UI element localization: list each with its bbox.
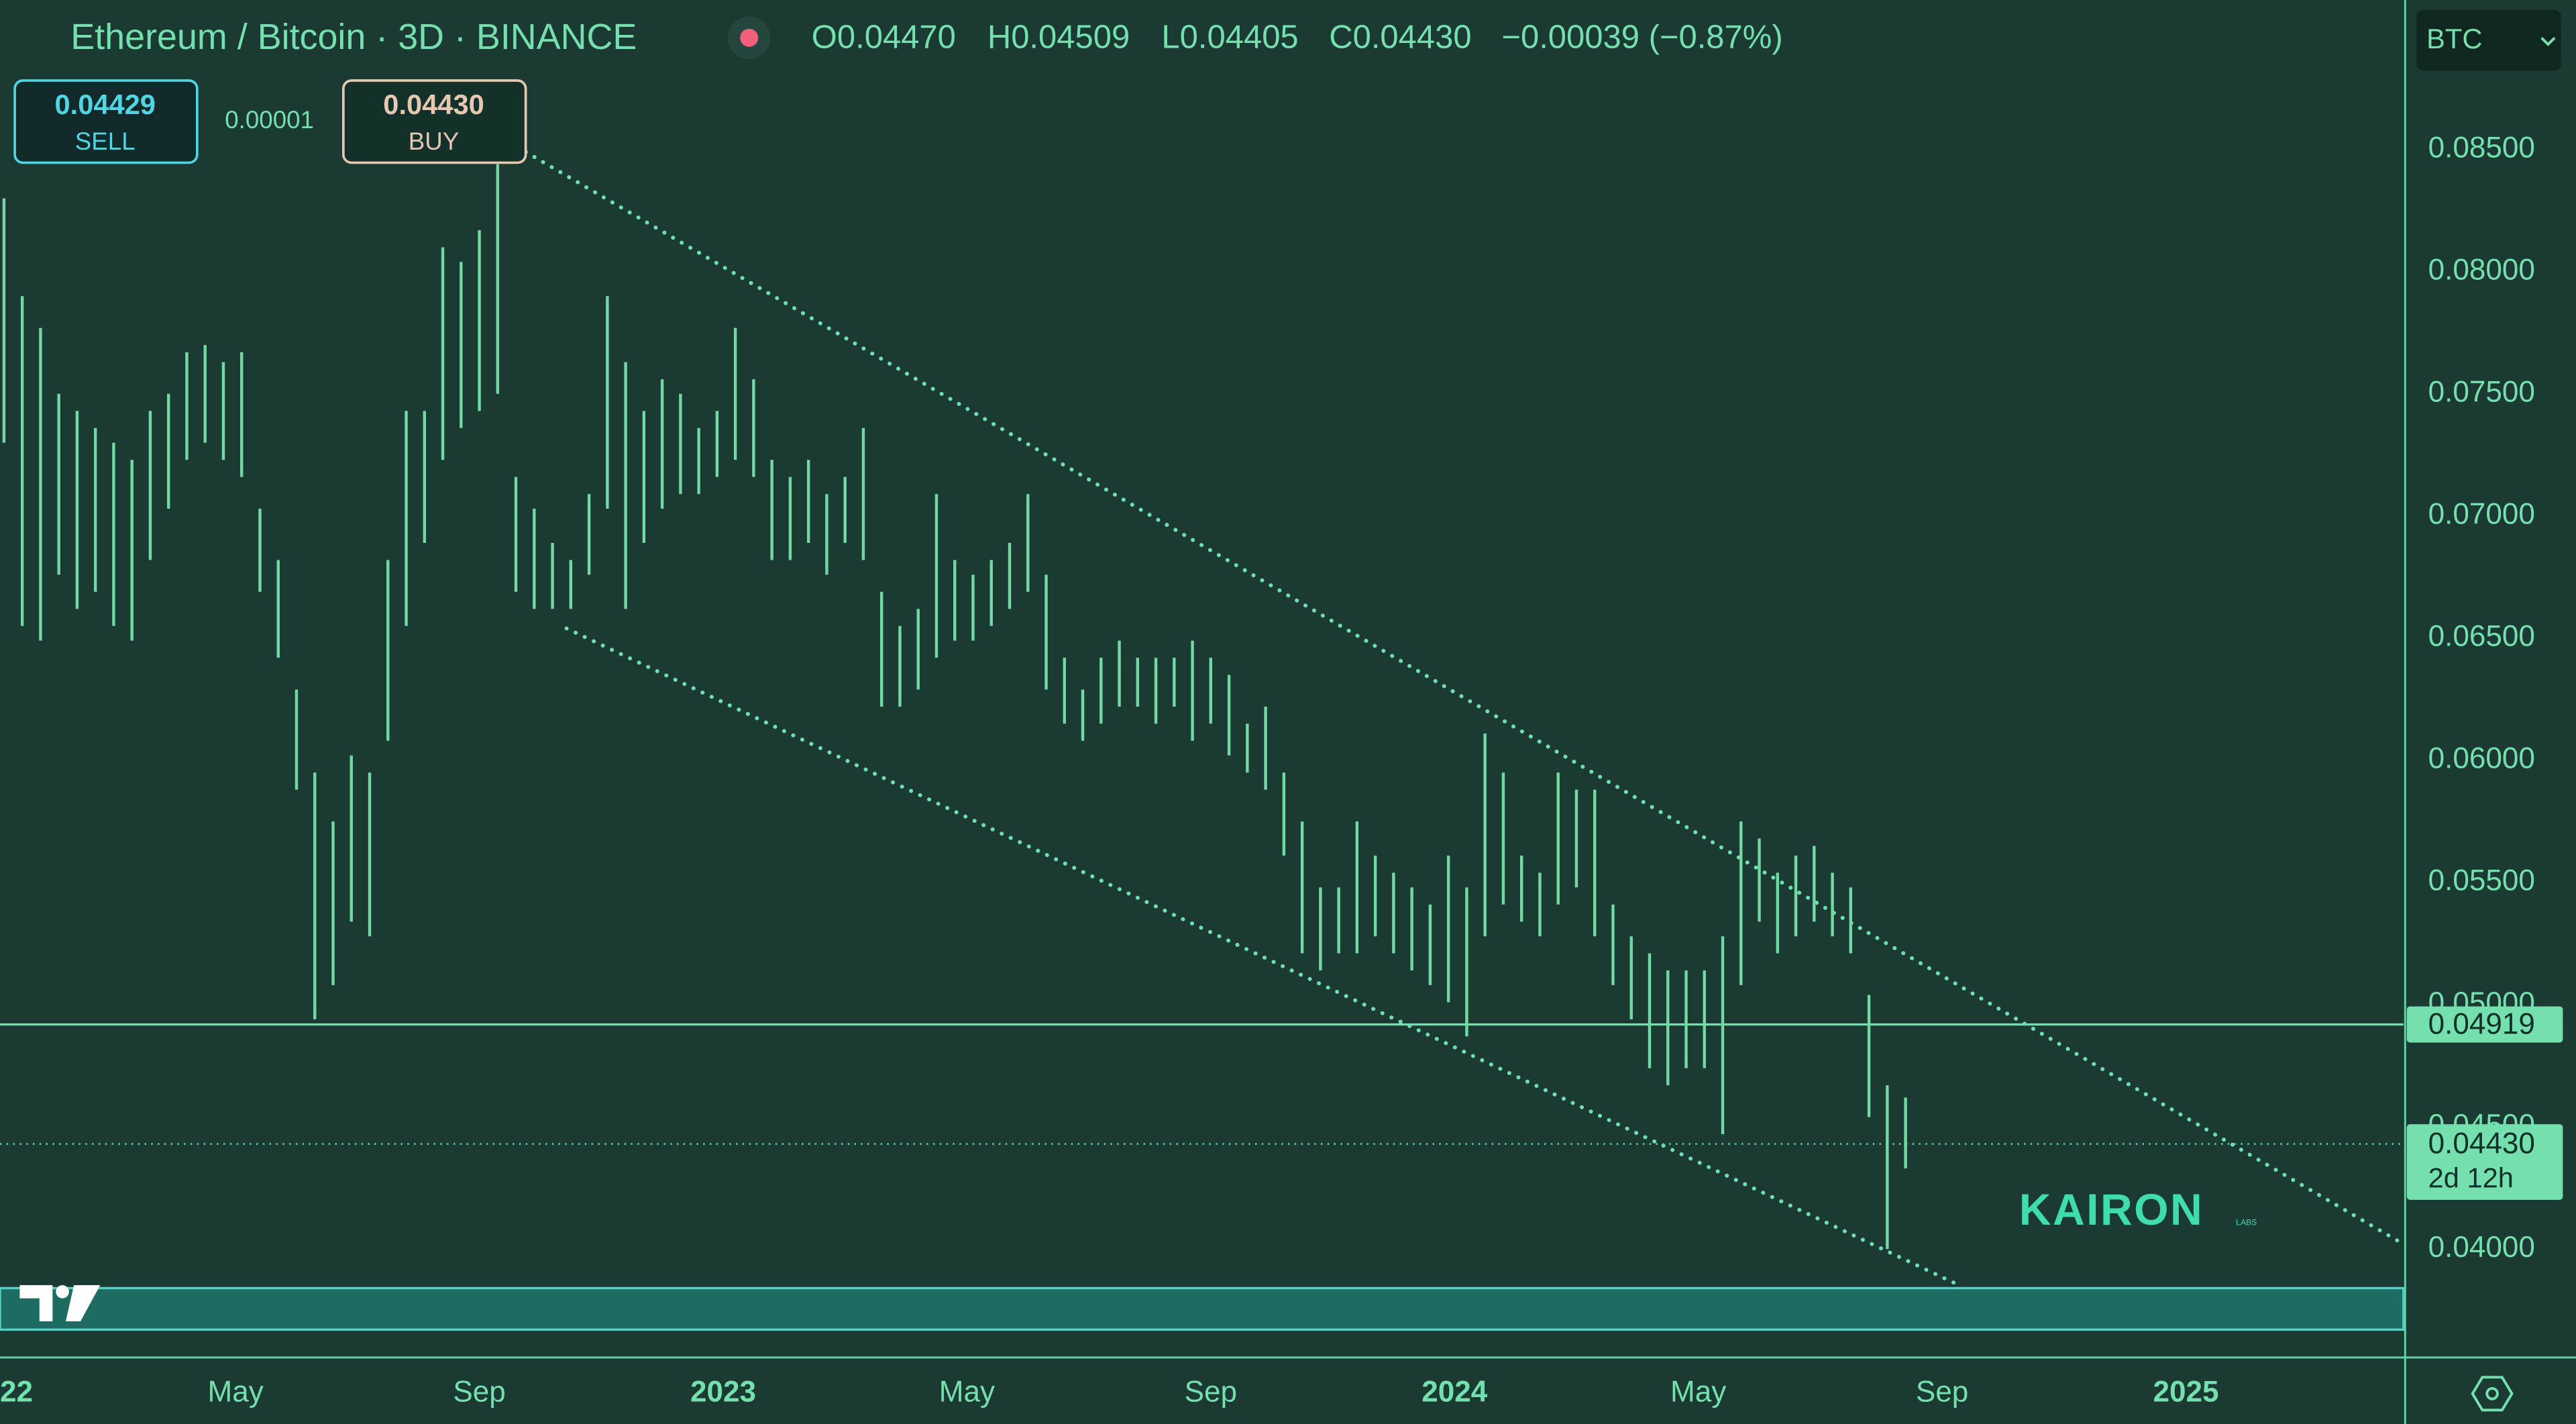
logo-part (19, 1285, 53, 1322)
currency-dropdown[interactable]: BTC (2416, 9, 2561, 71)
x-tick-label: 2024 (1421, 1375, 1488, 1408)
sell-price[interactable]: 0.04429 (55, 89, 156, 120)
settings-button[interactable] (2471, 1376, 2514, 1412)
logo-part (65, 1285, 101, 1322)
level-price-box (2406, 1006, 2563, 1043)
x-tick-label: Sep (453, 1375, 505, 1408)
sell-box[interactable] (13, 79, 199, 164)
chart-title: Ethereum / Bitcoin · 3D · BINANCE (70, 17, 637, 57)
sell-label[interactable]: SELL (75, 128, 136, 155)
x-tick-label: 2025 (2153, 1375, 2218, 1408)
dropdown-box[interactable] (2416, 9, 2561, 71)
last-price-label: 0.04430 (2428, 1127, 2535, 1160)
ohlc-high: H0.04509 (987, 19, 1130, 56)
ohlc-close: C0.04430 (1329, 19, 1471, 56)
y-tick-label: 0.06500 (2428, 620, 2535, 653)
settings-icon-center[interactable] (2485, 1386, 2499, 1401)
buy-price[interactable]: 0.04430 (383, 89, 484, 120)
overlay: 0.040000.045000.050000.055000.060000.065… (0, 131, 2563, 1408)
x-tick-label: May (939, 1375, 995, 1408)
chevron[interactable] (2540, 36, 2556, 46)
y-tick-label: 0.08000 (2428, 254, 2535, 287)
status-dot (740, 28, 759, 47)
y-tick-label: 0.08500 (2428, 131, 2535, 164)
last-price-box (2406, 1124, 2563, 1200)
x-tick-label: Sep (1916, 1375, 1968, 1408)
sell-button[interactable]: 0.04429 SELL (13, 79, 199, 164)
currency[interactable]: BTC (2426, 23, 2482, 54)
x-tick-label: 2023 (690, 1375, 756, 1408)
watermark-sub: LABS (2236, 1217, 2257, 1227)
plot-area (0, 150, 2406, 1331)
y-tick-label: 0.04000 (2428, 1231, 2535, 1264)
x-tick-label: Sep (1185, 1375, 1237, 1408)
countdown-label: 2d 12h (2428, 1162, 2514, 1194)
y-tick-label: 0.05500 (2428, 864, 2535, 897)
buy-button[interactable]: 0.04430 BUY (342, 79, 527, 164)
level-price-label: 0.04919 (2428, 1008, 2535, 1041)
x-tick-label: May (1670, 1375, 1726, 1408)
y-tick-label: 0.07000 (2428, 498, 2535, 531)
x-tick-label: May (208, 1375, 264, 1408)
y-tick-label: 0.06000 (2428, 742, 2535, 775)
buy-box[interactable] (342, 79, 527, 164)
ohlc-change: −0.00039 (−0.87%) (1501, 19, 1782, 56)
settings-icon[interactable] (2471, 1376, 2514, 1412)
trend-line (523, 150, 2406, 1246)
buy-label[interactable]: BUY (409, 128, 459, 155)
y-tick-label: 0.07500 (2428, 376, 2535, 409)
watermark: KAIRON (2019, 1185, 2204, 1235)
tv-logo (19, 1285, 101, 1322)
spread: 0.00001 (225, 106, 314, 134)
zone (0, 1286, 2405, 1331)
ohlc-low: L0.04405 (1161, 19, 1298, 56)
ohlc-open: O0.04470 (812, 19, 956, 56)
x-tick-label: 22 (0, 1375, 33, 1408)
logo-part (56, 1285, 69, 1299)
